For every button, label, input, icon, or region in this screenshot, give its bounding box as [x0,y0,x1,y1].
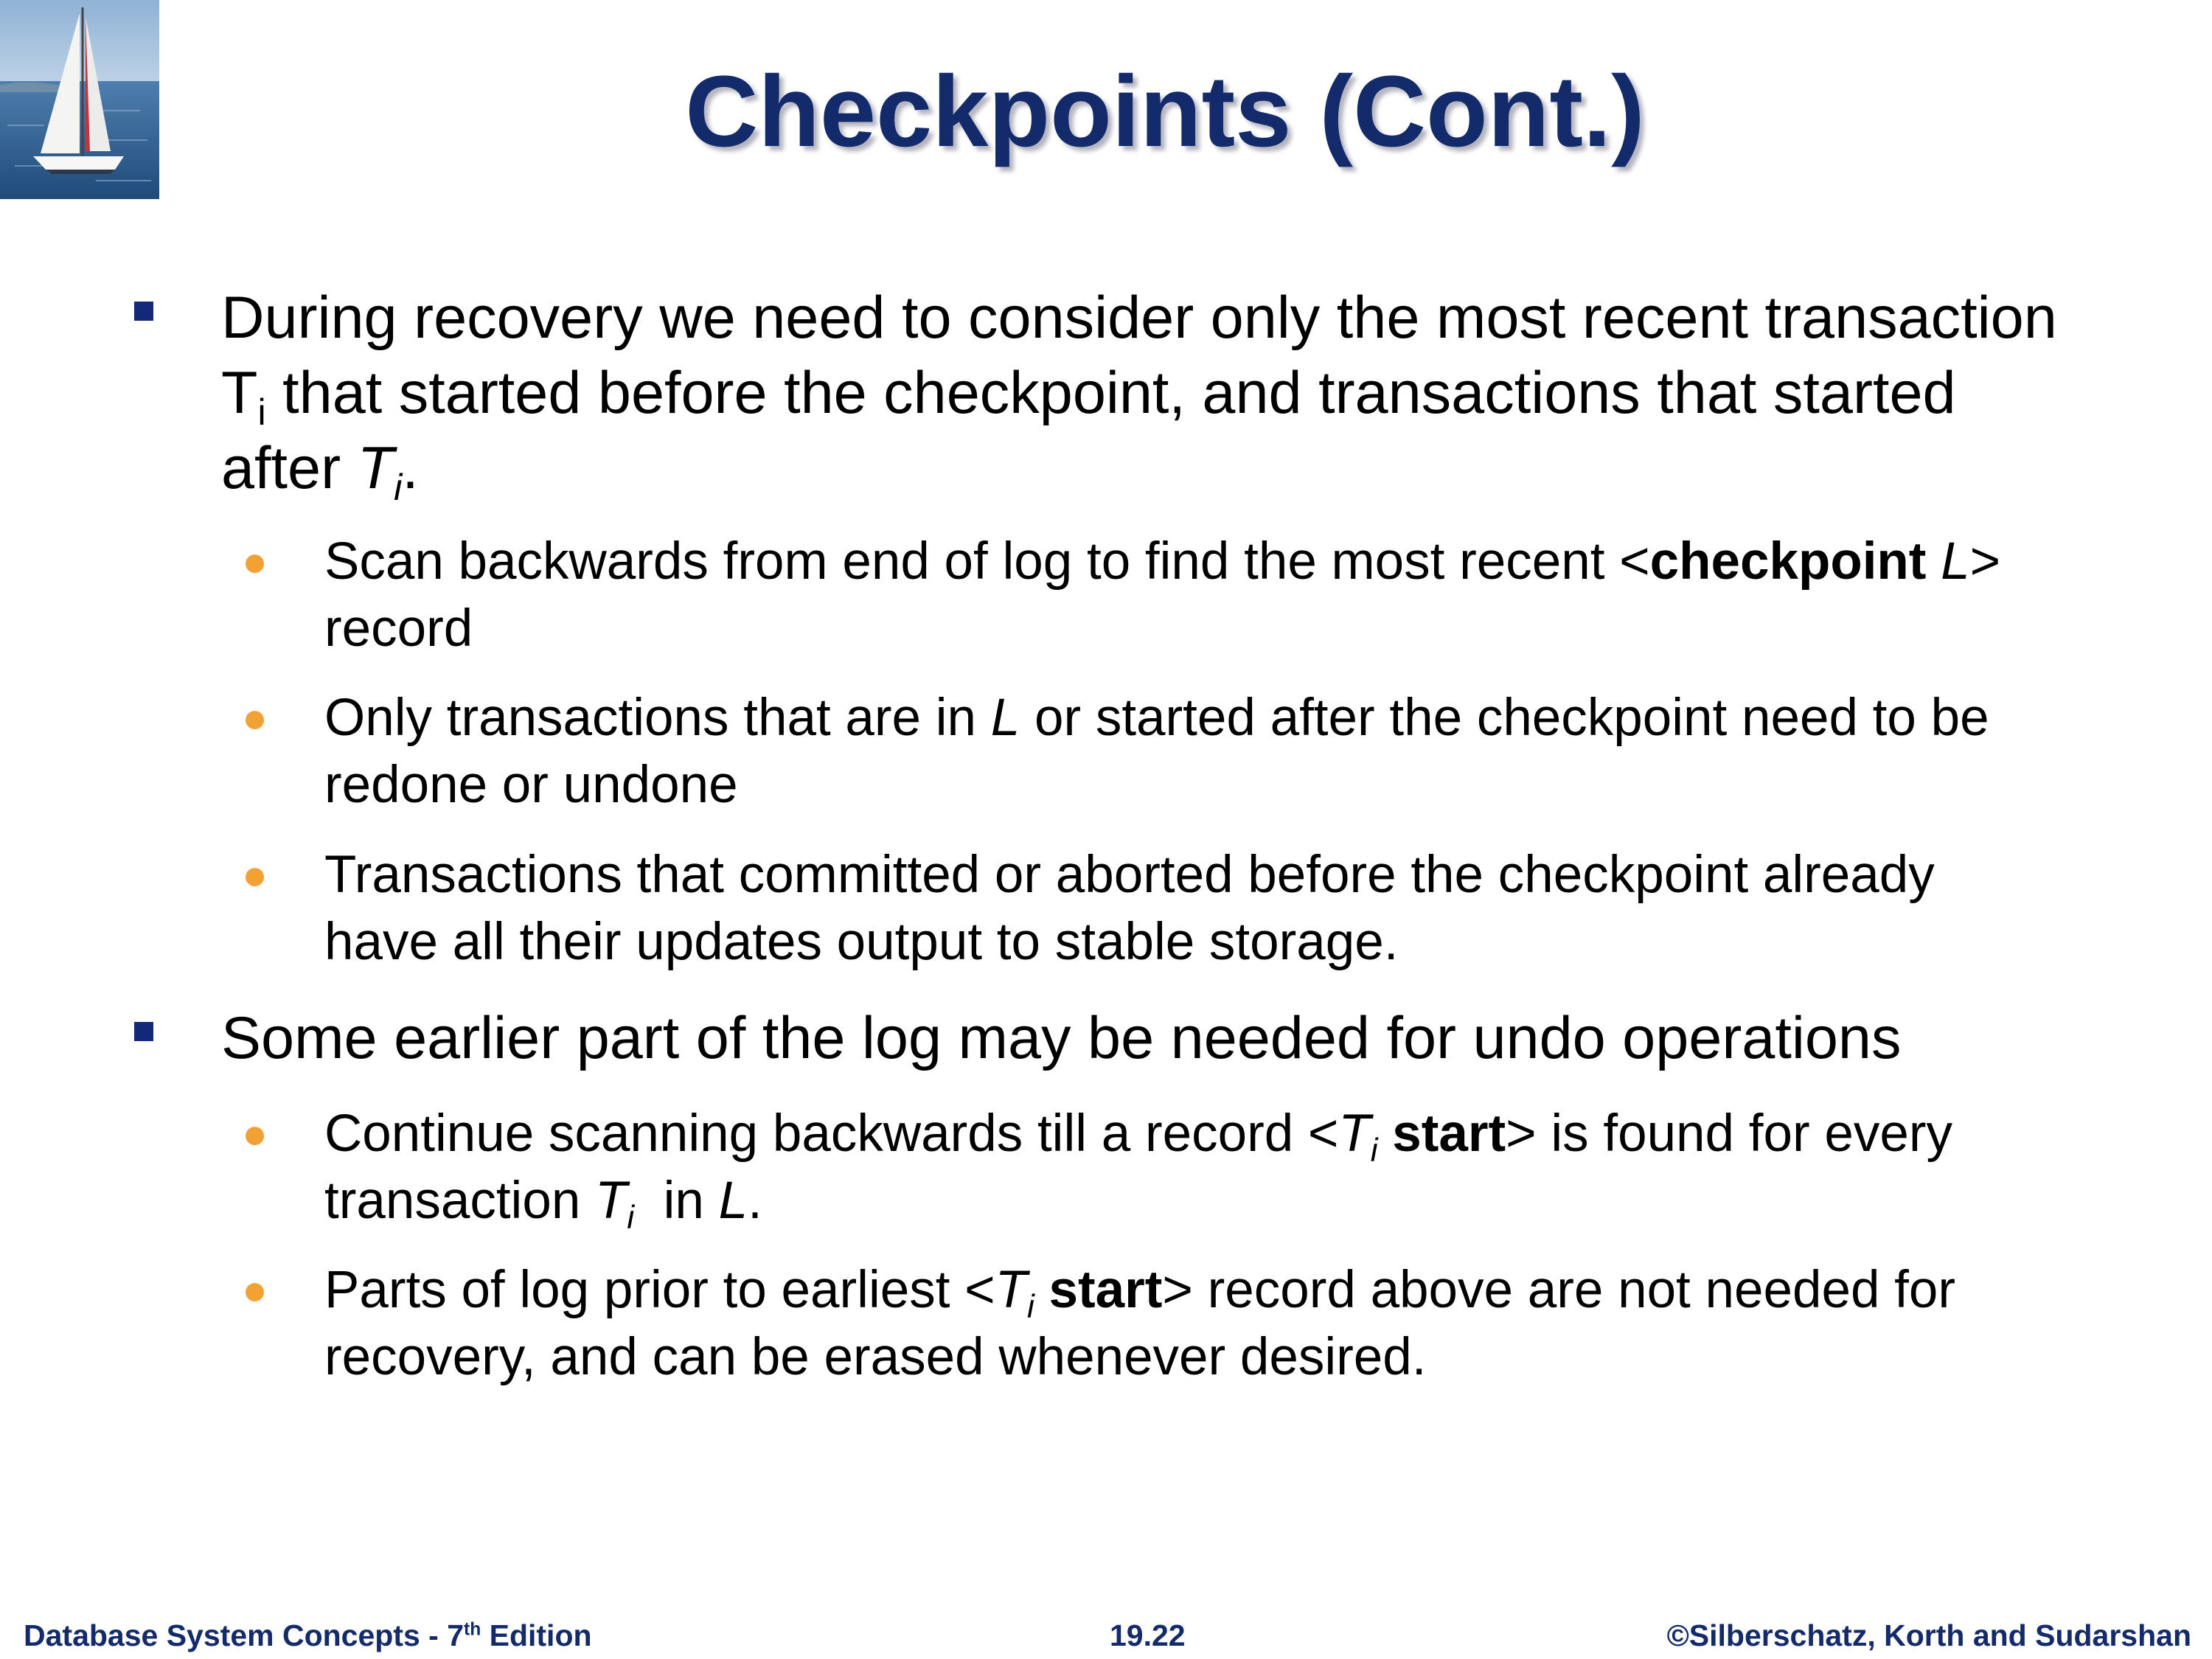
sub-bullet-2-1: ● Continue scanning backwards till a rec… [242,1100,2168,1234]
sub-bullet-1-2: ● Only transactions that are in L or sta… [242,684,2168,818]
bullet-1: During recovery we need to consider only… [134,280,2168,509]
footer-left: Database System Concepts - 7th Edition [24,1618,592,1652]
sub-bullet-2-2: ● Parts of log prior to earliest <Ti sta… [242,1256,2168,1391]
sub-bullet-1-1: ● Scan backwards from end of log to find… [242,528,2168,662]
page-number: 19.22 [1110,1618,1186,1652]
square-bullet-icon [134,302,153,321]
square-bullet-icon [134,1022,153,1041]
dot-bullet-icon: ● [242,1266,268,1314]
dot-bullet-icon: ● [242,538,268,585]
dot-bullet-icon: ● [242,694,268,742]
bullet-line: after Ti. [221,435,419,509]
bullet-line: Ti that started before the checkpoint, a… [221,360,1956,434]
bullet-2: Some earlier part of the log may be need… [134,1001,2168,1076]
bullet-line: During recovery we need to consider only… [221,285,2057,351]
dot-bullet-icon: ● [242,1110,268,1158]
sailboat-logo [0,0,159,199]
sub-bullet-1-3: ● Transactions that committed or aborted… [242,841,2168,975]
footer-copyright: ©Silberschatz, Korth and Sudarshan [1666,1618,2191,1652]
dot-bullet-icon: ● [242,851,268,899]
slide-title: Checkpoints (Cont.) [685,55,1645,168]
